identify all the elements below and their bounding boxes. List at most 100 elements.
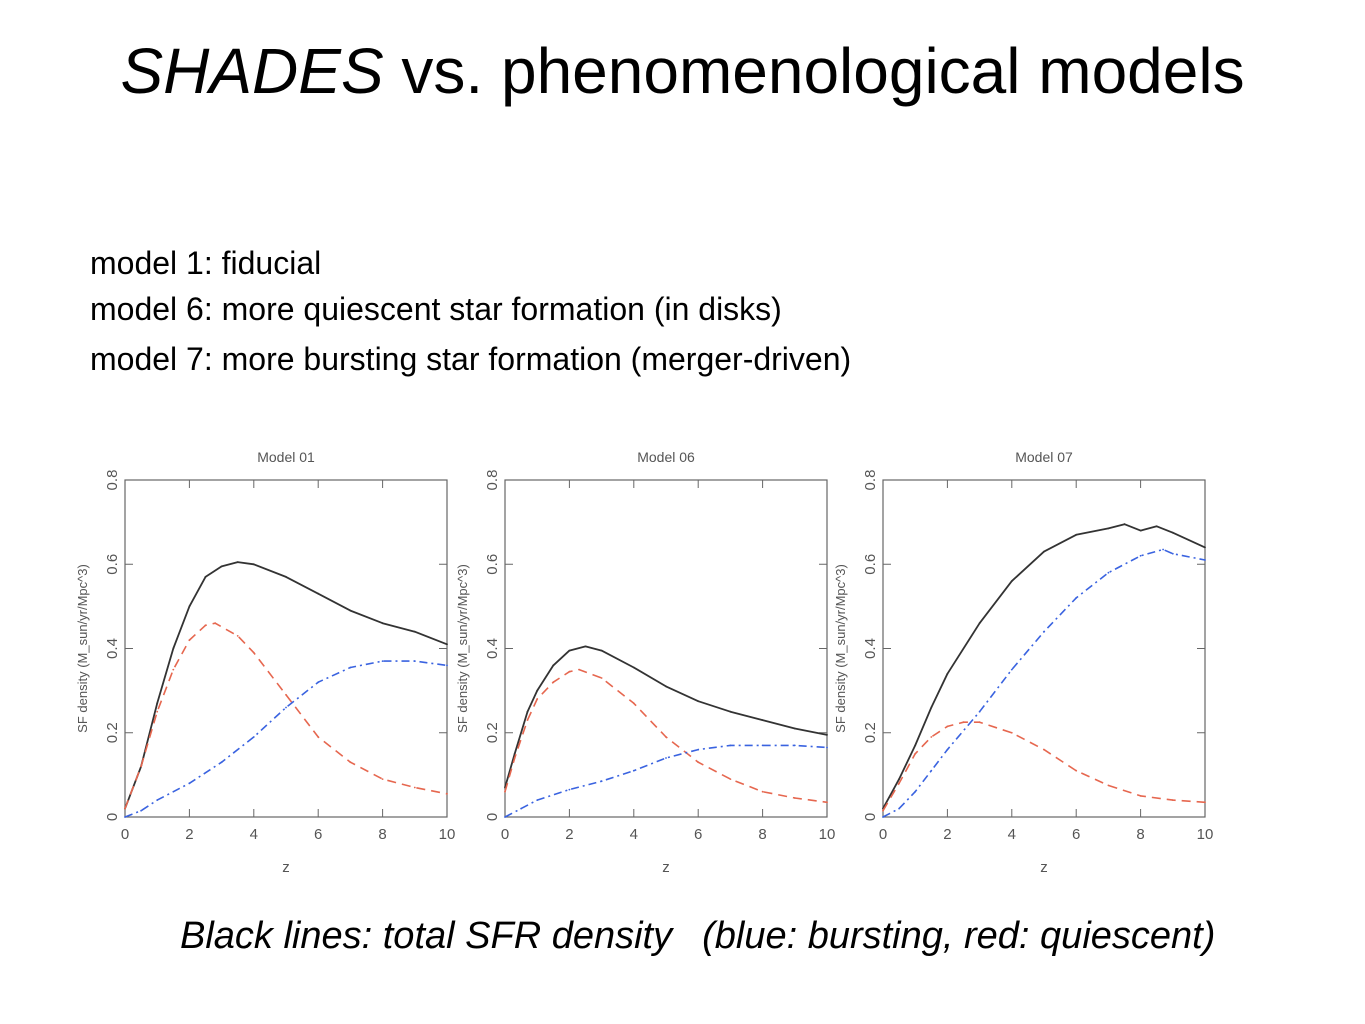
x-tick-label: 10	[819, 826, 836, 843]
data-point-quiescent	[946, 725, 949, 728]
chart-title-model-06: Model 06	[637, 449, 695, 465]
data-point-total	[898, 778, 900, 780]
data-point-total	[1204, 546, 1206, 549]
data-point-bursting	[285, 706, 287, 709]
data-point-bursting	[446, 664, 448, 667]
data-point-bursting	[156, 799, 159, 801]
x-tick-label: 8	[758, 826, 766, 843]
chart-model-07: Model 07 0 2 4 6 8 10 0 0.2 0.4 0.6 0.8 z SF density …	[828, 440, 1248, 900]
series-line-bursting	[504, 744, 828, 818]
series-line-bursting	[124, 660, 448, 818]
x-tick-label: 6	[694, 826, 702, 843]
data-point-total	[349, 609, 352, 612]
data-point-quiescent	[632, 702, 635, 705]
data-point-bursting	[1139, 554, 1142, 557]
note-model-7: model 7: more bursting star formation (m…	[90, 341, 852, 377]
data-point-total	[156, 702, 159, 705]
chart-svg-model-01: Model 01 0 2 4 6 8 10 0 0.2 0.4 0.6 0.8 z SF density …	[75, 449, 455, 876]
x-tick-label: 0	[879, 826, 887, 843]
x-tick-label: 4	[630, 826, 638, 843]
series-line-quiescent	[504, 668, 828, 804]
data-point-quiescent	[172, 668, 175, 671]
y-axis-label: SF density (M_sun/yr/Mpc^3)	[833, 564, 848, 733]
x-tick-label: 8	[378, 826, 386, 843]
y-tick-label: 0	[104, 813, 121, 821]
data-point-quiescent	[526, 719, 529, 721]
data-point-bursting	[600, 780, 603, 783]
caption: Black lines: total SFR density (blue: bur…	[180, 912, 1230, 960]
x-tick-label: 10	[1197, 826, 1214, 843]
data-point-total	[1139, 529, 1142, 532]
data-point-quiescent	[568, 670, 571, 673]
series-line-bursting	[882, 548, 1206, 818]
data-point-total	[1123, 523, 1126, 526]
y-axis-label: SF density (M_sun/yr/Mpc^3)	[455, 564, 470, 733]
data-point-total	[914, 744, 917, 747]
chart-model-01: Model 01 0 2 4 6 8 10 0 0.2 0.4 0.6 0.8 z SF density …	[70, 440, 490, 900]
data-point-total	[697, 700, 700, 703]
data-point-bursting	[504, 816, 506, 818]
title-rest: vs. phenomenological models	[383, 35, 1245, 107]
x-axis-label: z	[662, 859, 670, 876]
data-point-total	[317, 592, 320, 595]
data-point-bursting	[1204, 559, 1206, 561]
series-line-quiescent	[882, 721, 1206, 812]
chart-model-06: Model 06 0 2 4 6 8 10 0 0.2 0.4 0.6 0.8 z SF density …	[450, 440, 870, 900]
series-line-total	[124, 561, 448, 809]
data-point-bursting	[946, 748, 949, 751]
data-point-quiescent	[317, 736, 320, 738]
note-model-6: model 6: more quiescent star formation (…	[90, 291, 782, 327]
data-point-bursting	[761, 744, 764, 747]
data-point-quiescent	[914, 752, 917, 755]
data-point-bursting	[882, 816, 884, 818]
note-model-1: model 1: fiducial	[90, 245, 322, 281]
series-line-total	[504, 645, 828, 788]
data-point-bursting	[665, 757, 667, 759]
data-point-quiescent	[697, 761, 700, 764]
slide-title: SHADES vs. phenomenological models	[0, 30, 1365, 112]
data-point-bursting	[1162, 548, 1164, 551]
data-point-total	[204, 576, 207, 578]
data-point-total	[1043, 550, 1045, 553]
data-point-total	[1155, 525, 1158, 528]
data-point-quiescent	[156, 710, 159, 713]
data-point-bursting	[930, 769, 933, 772]
data-point-bursting	[252, 736, 255, 738]
data-point-quiescent	[504, 790, 506, 793]
y-tick-label: 0.2	[104, 722, 121, 743]
data-point-total	[552, 664, 555, 667]
data-point-quiescent	[188, 639, 191, 641]
data-point-quiescent	[124, 807, 126, 810]
data-point-total	[285, 576, 287, 578]
y-tick-label: 0.6	[862, 554, 879, 575]
x-tick-label: 8	[1136, 826, 1144, 843]
data-point-total	[1107, 527, 1110, 530]
data-point-total	[413, 630, 416, 633]
data-point-quiescent	[349, 761, 352, 764]
data-point-total	[761, 719, 764, 721]
data-point-total	[600, 649, 603, 652]
data-point-bursting	[1107, 571, 1110, 574]
data-point-bursting	[520, 807, 522, 810]
data-point-total	[220, 565, 223, 568]
data-point-quiescent	[962, 721, 965, 724]
y-tick-label: 0.8	[104, 470, 121, 491]
data-point-total	[729, 710, 732, 713]
data-point-total	[188, 605, 191, 608]
x-tick-label: 4	[250, 826, 258, 843]
data-point-quiescent	[826, 801, 828, 804]
data-point-bursting	[568, 788, 571, 791]
x-tick-label: 0	[501, 826, 509, 843]
data-point-quiescent	[1204, 801, 1206, 804]
y-tick-label: 0.4	[104, 638, 121, 659]
data-point-bursting	[697, 748, 700, 751]
data-point-bursting	[536, 799, 539, 801]
data-point-quiescent	[578, 668, 580, 671]
data-point-total	[536, 689, 539, 692]
data-point-quiescent	[1043, 748, 1045, 751]
y-tick-label: 0	[484, 813, 501, 821]
data-point-bursting	[317, 681, 320, 684]
data-point-bursting	[978, 710, 981, 713]
data-point-total	[946, 672, 949, 675]
chart-svg-model-06: Model 06 0 2 4 6 8 10 0 0.2 0.4 0.6 0.8 z SF density …	[455, 449, 836, 876]
